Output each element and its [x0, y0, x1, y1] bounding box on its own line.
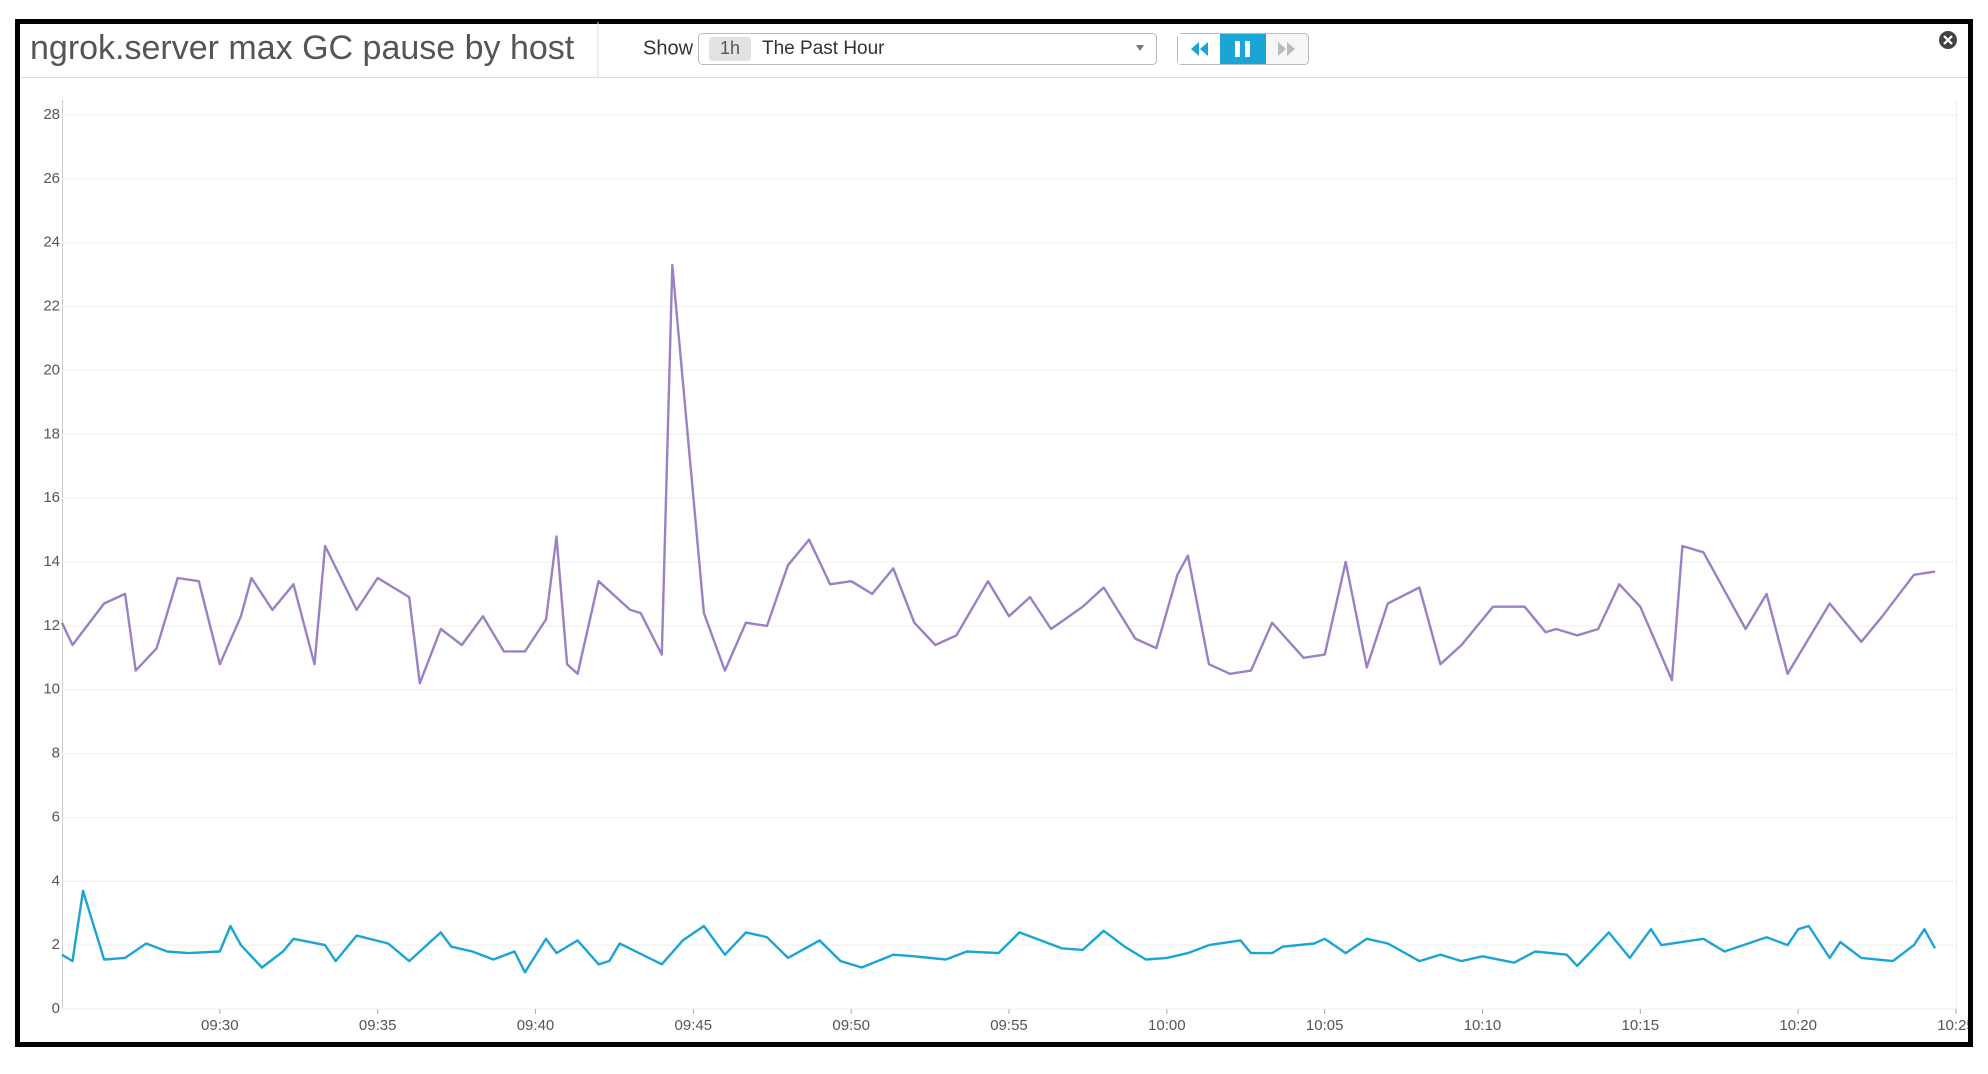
range-short: 1h	[720, 38, 740, 58]
dropdown-box[interactable]	[698, 33, 1157, 65]
forward-icon[interactable]	[1278, 42, 1295, 56]
show-label: Show	[643, 37, 694, 59]
rewind-icon	[1191, 42, 1208, 56]
y-tick-label: 12	[43, 617, 60, 634]
dropdown-arrow	[1136, 45, 1144, 51]
rewind-button[interactable]	[1178, 34, 1220, 64]
x-tick-label: 10:25	[1937, 1017, 1975, 1034]
series-line	[60, 263, 1936, 685]
pause-bg[interactable]	[1220, 34, 1266, 64]
range-chip	[709, 37, 751, 61]
y-tick-label: 28	[43, 106, 60, 123]
close-x	[1943, 35, 1953, 45]
x-tick-label: 09:55	[990, 1017, 1028, 1034]
pause-button[interactable]	[1220, 34, 1266, 64]
forward-button[interactable]	[1278, 42, 1295, 56]
pause-bar	[1245, 41, 1250, 57]
y-tick-label: 20	[43, 361, 60, 378]
pause-bar	[1235, 41, 1240, 57]
x-tick-label: 10:00	[1148, 1017, 1186, 1034]
time-range-dropdown[interactable]: 1h The Past Hour	[698, 33, 1157, 65]
x-tick-label: 10:20	[1779, 1017, 1817, 1034]
y-tick-label: 14	[43, 553, 60, 570]
grid	[62, 114, 1957, 1014]
x-tick-label: 10:15	[1622, 1017, 1660, 1034]
lines	[60, 263, 1937, 974]
x-tick-label: 10:10	[1464, 1017, 1502, 1034]
x-tick-label: 09:50	[832, 1017, 870, 1034]
playback-controls	[1177, 33, 1309, 65]
y-tick-label: 6	[52, 808, 60, 825]
y-tick-label: 10	[43, 681, 60, 698]
x-tick-label: 09:45	[675, 1017, 713, 1034]
x-tick-label: 09:40	[517, 1017, 555, 1034]
widget-title: ngrok.server max GC pause by host	[30, 29, 575, 67]
y-tick-label: 24	[43, 234, 60, 251]
y-tick-label: 0	[52, 1000, 60, 1017]
y-tick-label: 22	[43, 298, 60, 315]
y-tick-label: 4	[52, 872, 60, 889]
series-line	[61, 889, 1937, 974]
y-tick-label: 26	[43, 170, 60, 187]
frame	[15, 19, 1973, 1047]
x-tick-label: 09:30	[201, 1017, 239, 1034]
x-tick-label: 10:05	[1306, 1017, 1344, 1034]
y-tick-label: 16	[43, 489, 60, 506]
range-label: The Past Hour	[762, 38, 885, 59]
y-tick-label: 2	[52, 936, 60, 953]
y-tick-label: 18	[43, 425, 60, 442]
close-button[interactable]	[1939, 31, 1957, 49]
y-tick-label: 8	[52, 745, 60, 762]
x-tick-label: 09:35	[359, 1017, 397, 1034]
